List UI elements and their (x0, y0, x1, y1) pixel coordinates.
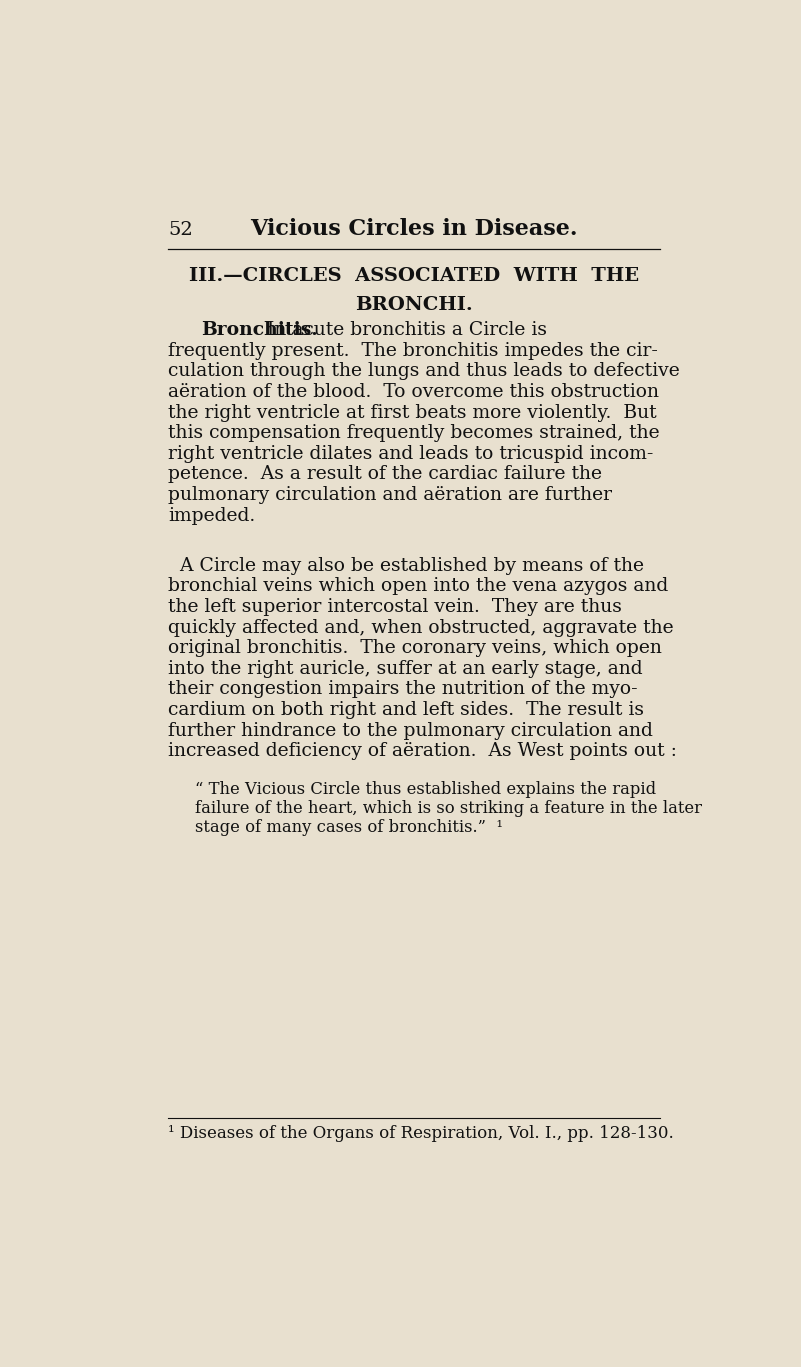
Text: petence.  As a result of the cardiac failure the: petence. As a result of the cardiac fail… (168, 465, 602, 484)
Text: aëration of the blood.  To overcome this obstruction: aëration of the blood. To overcome this … (168, 383, 659, 401)
Text: Bronchitis.: Bronchitis. (201, 321, 318, 339)
Text: A Circle may also be established by means of the: A Circle may also be established by mean… (168, 556, 644, 574)
Text: quickly affected and, when obstructed, aggravate the: quickly affected and, when obstructed, a… (168, 618, 674, 637)
Text: ¹ Diseases of the Organs of Respiration, Vol. I., pp. 128-130.: ¹ Diseases of the Organs of Respiration,… (168, 1125, 674, 1141)
Text: impeded.: impeded. (168, 507, 256, 525)
Text: failure of the heart, which is so striking a feature in the later: failure of the heart, which is so striki… (195, 800, 702, 816)
Text: their congestion impairs the nutrition of the myo-: their congestion impairs the nutrition o… (168, 681, 638, 699)
Text: In acute bronchitis a Circle is: In acute bronchitis a Circle is (261, 321, 547, 339)
Text: this compensation frequently becomes strained, the: this compensation frequently becomes str… (168, 424, 660, 442)
Text: increased deficiency of aëration.  As West points out :: increased deficiency of aëration. As Wes… (168, 742, 677, 760)
Text: bronchial veins which open into the vena azygos and: bronchial veins which open into the vena… (168, 577, 669, 595)
Text: III.—CIRCLES  ASSOCIATED  WITH  THE: III.—CIRCLES ASSOCIATED WITH THE (189, 267, 639, 286)
Text: the left superior intercostal vein.  They are thus: the left superior intercostal vein. They… (168, 597, 622, 617)
Text: “ The Vicious Circle thus established explains the rapid: “ The Vicious Circle thus established ex… (195, 781, 657, 798)
Text: Vicious Circles in Disease.: Vicious Circles in Disease. (250, 217, 578, 239)
Text: BRONCHI.: BRONCHI. (355, 297, 473, 314)
Text: into the right auricle, suffer at an early stage, and: into the right auricle, suffer at an ear… (168, 660, 643, 678)
Text: right ventricle dilates and leads to tricuspid incom-: right ventricle dilates and leads to tri… (168, 444, 654, 463)
Text: cardium on both right and left sides.  The result is: cardium on both right and left sides. Th… (168, 701, 644, 719)
Text: the right ventricle at first beats more violently.  But: the right ventricle at first beats more … (168, 403, 657, 421)
Text: 52: 52 (168, 221, 193, 239)
Text: pulmonary circulation and aëration are further: pulmonary circulation and aëration are f… (168, 487, 612, 504)
Text: original bronchitis.  The coronary veins, which open: original bronchitis. The coronary veins,… (168, 640, 662, 658)
Text: further hindrance to the pulmonary circulation and: further hindrance to the pulmonary circu… (168, 722, 653, 740)
Text: stage of many cases of bronchitis.”  ¹: stage of many cases of bronchitis.” ¹ (195, 819, 504, 835)
Text: culation through the lungs and thus leads to defective: culation through the lungs and thus lead… (168, 362, 680, 380)
Text: frequently present.  The bronchitis impedes the cir-: frequently present. The bronchitis imped… (168, 342, 658, 360)
